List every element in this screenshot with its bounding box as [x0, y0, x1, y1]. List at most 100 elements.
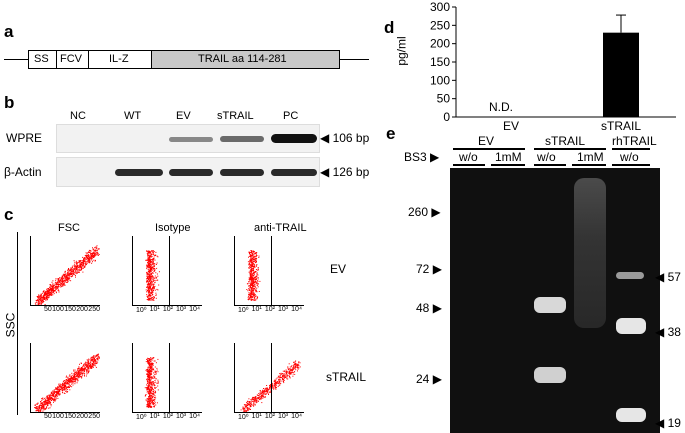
flow-event-dot: [153, 287, 155, 289]
flow-event-dot: [251, 398, 253, 400]
flow-event-dot: [43, 406, 44, 408]
flow-event-dot: [151, 365, 153, 367]
flow-event-dot: [41, 402, 43, 403]
flow-event-dot: [71, 269, 73, 271]
flow-event-dot: [150, 260, 152, 262]
flow-event-dot: [48, 407, 50, 409]
flow-event-dot: [147, 371, 149, 373]
flow-event-dot: [249, 275, 251, 276]
flow-event-dot: [154, 397, 156, 399]
flow-event-dot: [263, 391, 265, 393]
flow-event-dot: [40, 298, 42, 300]
flow-event-dot: [78, 266, 80, 268]
flow-event-dot: [150, 384, 152, 386]
flow-event-dot: [45, 401, 47, 403]
flow-event-dot: [146, 252, 148, 254]
flow-event-dot: [278, 383, 280, 385]
flow-event-dot: [37, 302, 39, 304]
flow-event-dot: [38, 407, 40, 409]
flow-event-dot: [147, 297, 149, 299]
flow-event-dot: [74, 268, 76, 270]
flow-event-dot: [242, 407, 244, 409]
flow-event-dot: [91, 259, 93, 261]
flow-event-dot: [156, 262, 158, 264]
flow-event-dot: [46, 403, 48, 405]
flow-event-dot: [153, 398, 155, 400]
flow-event-dot: [83, 262, 85, 264]
panel-e-letter: e: [386, 124, 396, 143]
flow-event-dot: [55, 394, 57, 396]
e-group-ev: EV: [478, 134, 495, 148]
flow-event-dot: [146, 389, 148, 391]
flow-event-dot: [87, 252, 89, 254]
flow-event-dot: [40, 296, 42, 298]
flow-event-dot: [149, 261, 151, 262]
flow-event-dot: [153, 404, 155, 406]
flow-event-dot: [55, 396, 57, 398]
flow-event-dot: [95, 355, 97, 357]
flow-event-dot: [53, 401, 54, 403]
flow-event-dot: [157, 358, 159, 360]
flow-event-dot: [250, 265, 252, 267]
flow-event-dot: [50, 401, 51, 403]
flow-event-dot: [86, 359, 88, 361]
flow-event-dot: [151, 359, 153, 361]
flow-event-dot: [153, 390, 155, 392]
flow-event-dot: [49, 284, 51, 286]
flow-event-dot: [248, 256, 249, 258]
flow-event-dot: [147, 276, 148, 278]
flow-event-dot: [93, 358, 95, 360]
flow-event-dot: [152, 391, 154, 392]
flow-event-dot: [41, 407, 43, 409]
flow-event-dot: [286, 378, 288, 380]
flow-event-dot: [278, 381, 280, 383]
flow-event-dot: [255, 396, 257, 398]
flow-event-dot: [77, 370, 79, 372]
flow-event-dot: [93, 253, 95, 254]
flow-event-dot: [257, 286, 259, 288]
flow-event-dot: [253, 291, 255, 293]
flow-event-dot: [62, 274, 64, 276]
flow-event-dot: [254, 284, 256, 286]
flow-event-dot: [278, 380, 280, 382]
flow-event-dot: [34, 404, 36, 406]
flow-event-dot: [252, 263, 254, 265]
flow-event-dot: [267, 389, 269, 391]
flow-event-dot: [149, 276, 151, 277]
flow-event-dot: [55, 289, 56, 291]
flow-event-dot: [271, 382, 273, 384]
flow-event-dot: [146, 266, 148, 268]
tick: 10⁰: [238, 307, 249, 314]
flow-event-dot: [54, 395, 56, 397]
flow-event-dot: [253, 272, 255, 274]
flow-event-dot: [69, 272, 71, 274]
flow-event-dot: [149, 366, 151, 368]
flow-event-dot: [149, 279, 151, 280]
flow-event-dot: [74, 267, 76, 269]
flow-event-dot: [75, 266, 77, 268]
flow-event-dot: [265, 388, 267, 390]
flow-event-dot: [269, 387, 271, 389]
flow-event-dot: [92, 360, 94, 362]
flow-event-dot: [80, 368, 82, 370]
flow-event-dot: [253, 271, 255, 273]
flow-event-dot: [48, 292, 50, 294]
flow-fsc-ev: [30, 236, 100, 306]
flow-event-dot: [249, 264, 251, 266]
flow-event-dot: [51, 394, 53, 396]
flow-event-dot: [59, 394, 61, 396]
flow-event-dot: [248, 398, 250, 400]
flow-event-dot: [55, 288, 57, 290]
flow-event-dot: [85, 361, 87, 363]
flow-event-dot: [55, 292, 57, 294]
flow-event-dot: [153, 255, 155, 257]
flow-event-dot: [87, 368, 89, 370]
flow-event-dot: [249, 254, 251, 256]
flow-event-dot: [55, 394, 57, 396]
flow-event-dot: [147, 295, 149, 297]
flow-event-dot: [278, 379, 280, 381]
flow-event-dot: [71, 375, 73, 377]
flow-event-dot: [252, 280, 254, 282]
flow-event-dot: [251, 252, 252, 254]
flow-event-dot: [250, 258, 252, 260]
